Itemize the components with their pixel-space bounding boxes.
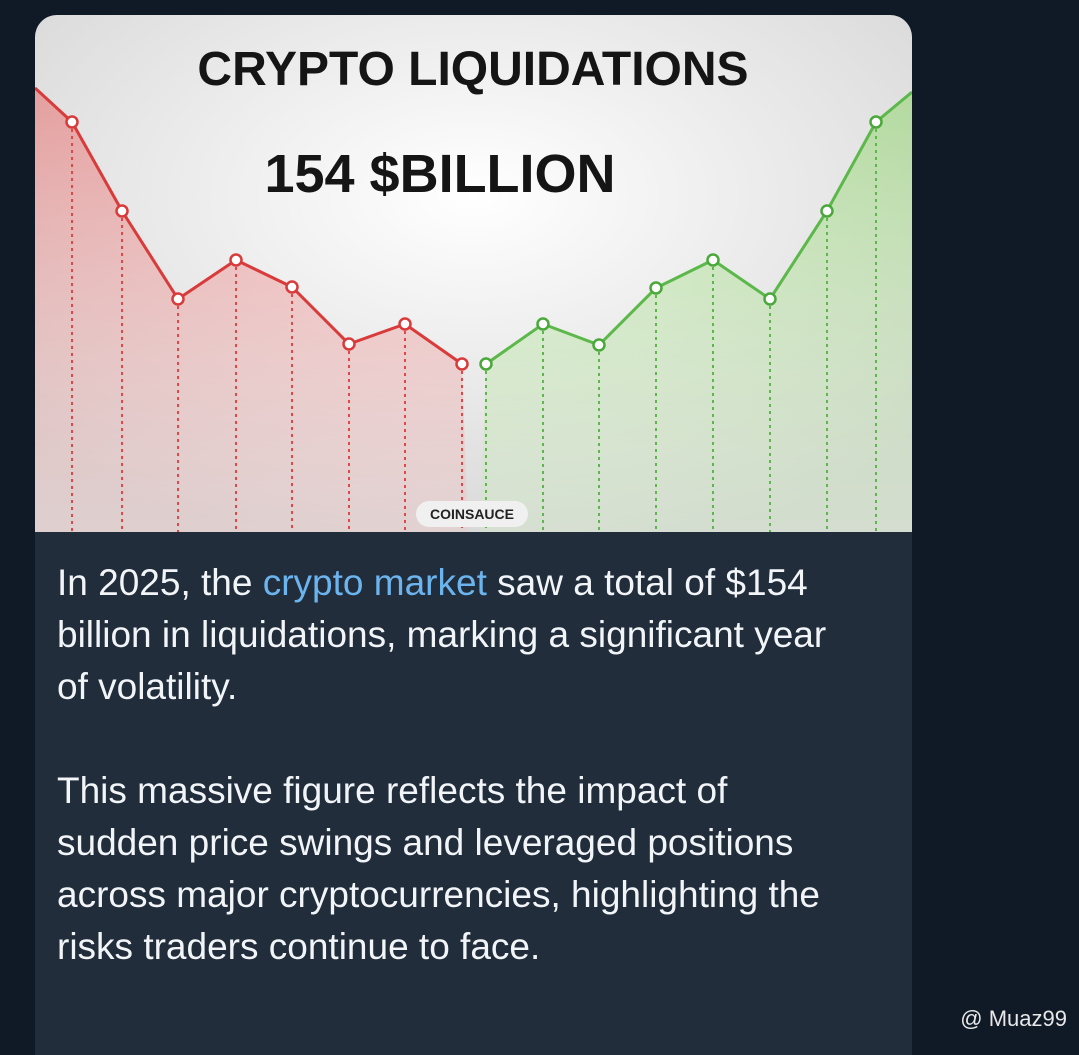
message-bubble: CRYPTO LIQUIDATIONS 154 $BILLION COINSAU… [35,15,912,1055]
text: saw a total of $154 billion in liquidati… [57,562,827,707]
red-points [65,115,469,371]
green-points [479,115,883,371]
credit: @ Muaz99 [960,1006,1067,1031]
text: In 2025, the [57,562,263,603]
message-text: In 2025, the crypto market saw a total o… [57,557,857,1025]
image-subtitle: 154 $BILLION [264,144,615,204]
image-watermark: COINSAUCE [430,506,514,522]
post-image: CRYPTO LIQUIDATIONS 154 $BILLION COINSAU… [35,15,912,532]
red-area [35,88,468,532]
paragraph: This massive figure reflects the impact … [57,770,820,967]
link[interactable]: crypto market [262,562,487,603]
green-area [480,92,912,532]
green-drops [485,122,877,532]
paragraph: In 2025, the crypto market saw a total o… [57,557,857,713]
watermark-pill [416,501,528,527]
image-title: CRYPTO LIQUIDATIONS [197,43,748,96]
